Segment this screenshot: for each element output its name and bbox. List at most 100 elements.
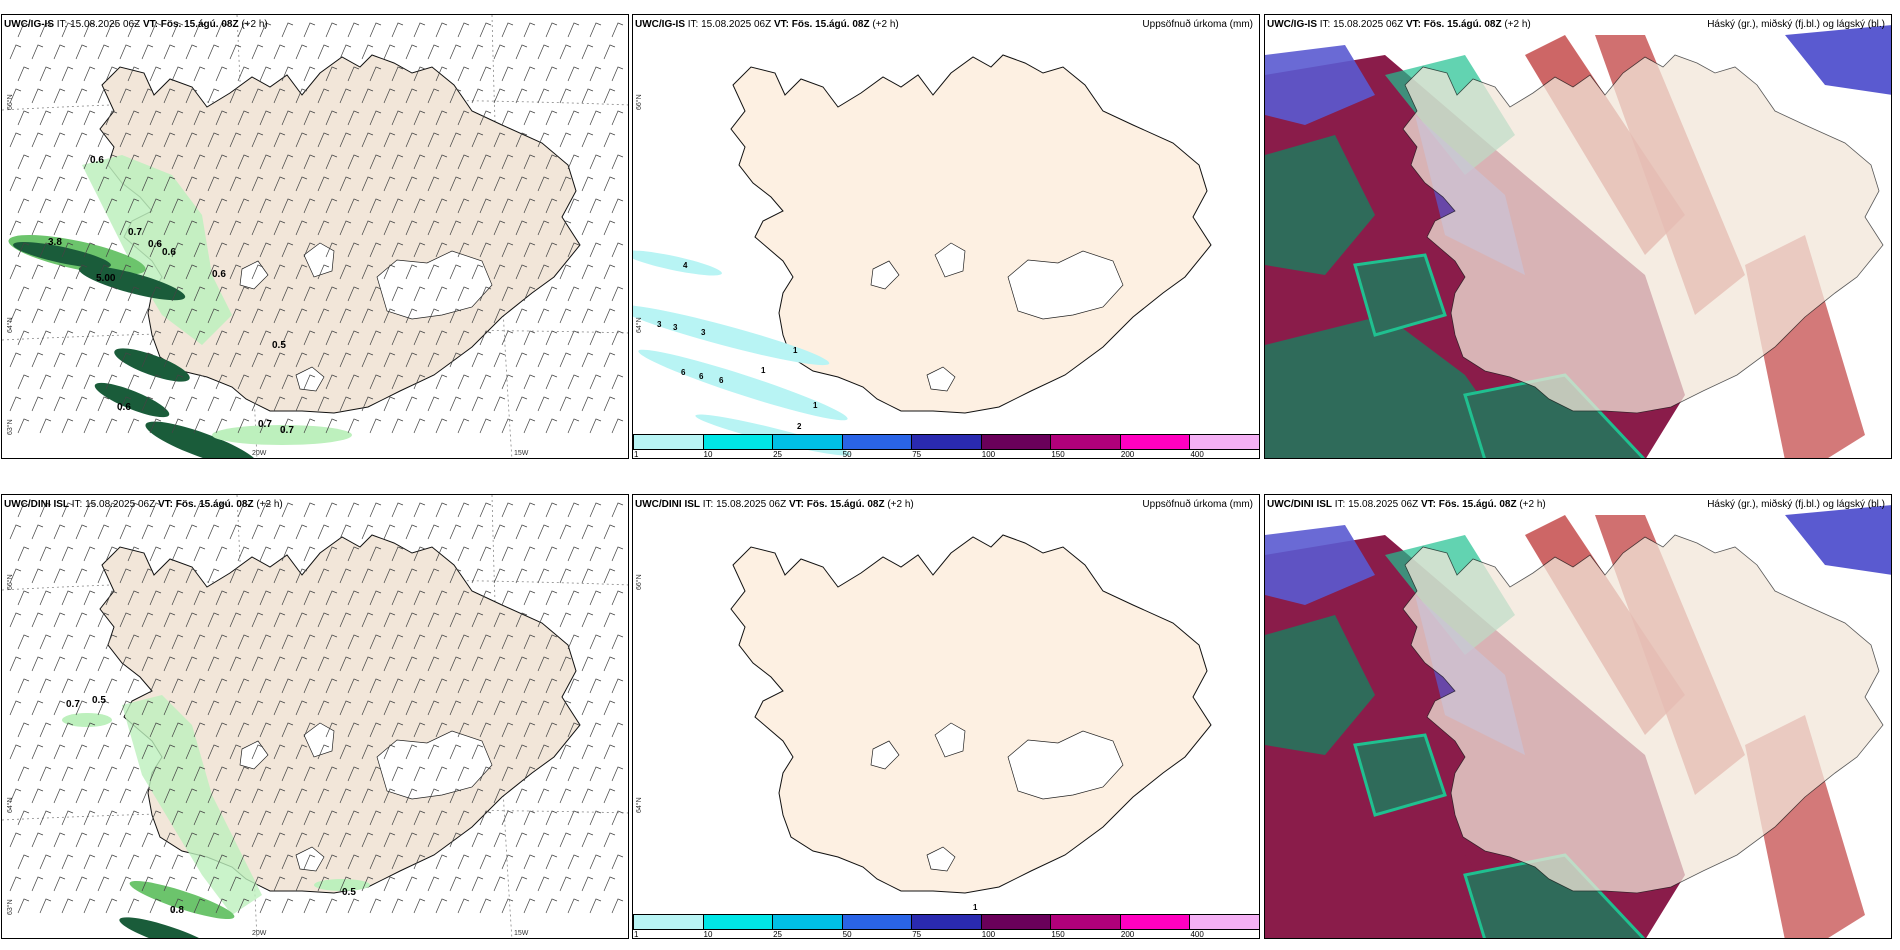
precip-value-label: 0.6 (162, 247, 176, 258)
glacier-outline (303, 722, 335, 758)
accum-precip-map-dini: 1 66°N 64°N 1 10 25 50 75 100 150 200 400 UWC/DINI I… (632, 494, 1260, 939)
precip-value-label: 0.7 (280, 425, 294, 436)
legend-color-swatch (1189, 434, 1259, 450)
glacier-outline (926, 366, 956, 392)
init-time: IT: 15.08.2025 06Z (1319, 19, 1404, 30)
lead-time: (+2 h) (872, 19, 899, 30)
valid-time-label: VT: (142, 19, 158, 30)
latitude-label: 66°N (6, 94, 14, 110)
latitude-label: 66°N (635, 94, 643, 110)
glacier-outline (1007, 250, 1124, 320)
panel-header: UWC/IG-IS IT: 15.08.2025 06Z VT: Fös. 15… (635, 19, 899, 30)
panel-field-title: Háský (gr.), miðský (fj.bl.) og lágský (… (1707, 499, 1885, 510)
valid-time: Fös. 15.ágú. 08Z (160, 19, 239, 30)
legend-color-swatch (911, 434, 982, 450)
legend-color-swatch (772, 914, 843, 930)
legend-tick-label: 75 (912, 930, 922, 939)
legend-color-swatch (633, 914, 704, 930)
panel-header: UWC/DINI ISL IT: 15.08.2025 06Z VT: Fös.… (4, 499, 283, 510)
legend-tick-label: 25 (773, 930, 783, 939)
valid-time: Fös. 15.ágú. 08Z (175, 499, 254, 510)
legend-color-swatch (1119, 914, 1191, 930)
valid-time-label: VT: (773, 19, 789, 30)
longitude-label: 15W (514, 930, 529, 937)
init-time: IT: 15.08.2025 06Z (687, 19, 772, 30)
panel-field-title: Uppsöfnuð úrkoma (mm) (1142, 499, 1253, 510)
iceland-coastline (1402, 54, 1884, 414)
model-name: UWC/IG-IS (635, 19, 685, 30)
valid-time-label: VT: (157, 499, 173, 510)
legend-tick-label: 1 (634, 930, 639, 939)
init-time: IT: 15.08.2025 06Z (71, 499, 156, 510)
glacier-outline (303, 242, 335, 278)
legend-tick-label: 50 (842, 450, 852, 459)
precip-value-label: 0.7 (128, 227, 142, 238)
valid-time: Fös. 15.ágú. 08Z (791, 19, 870, 30)
precip-value-label: 0.6 (117, 402, 131, 413)
wind-barbs (9, 502, 624, 914)
latitude-label: 66°N (6, 574, 14, 590)
precip-contour-label: 1 (813, 401, 818, 410)
legend-color-swatch (911, 914, 982, 930)
legend-tick-label: 100 (981, 450, 996, 459)
longitude-label: 15W (514, 450, 529, 457)
precip-color-legend: 1 10 25 50 75 100 150 200 400 (633, 914, 1259, 938)
cloud-cover-map-igis: UWC/IG-IS IT: 15.08.2025 06Z VT: Fös. 15… (1264, 14, 1892, 459)
legend-tick-label: 400 (1190, 930, 1204, 939)
valid-time-label: VT: (788, 499, 804, 510)
legend-color-swatch (1119, 434, 1191, 450)
model-name: UWC/DINI ISL (4, 499, 69, 510)
glacier-outline (376, 250, 493, 320)
glacier-outline (934, 242, 966, 278)
panel-header: UWC/DINI ISL IT: 15.08.2025 06Z VT: Fös.… (1267, 499, 1546, 510)
precip-contour-label: 6 (681, 368, 686, 377)
legend-color-swatch (841, 914, 913, 930)
panel-field-title: Uppsöfnuð úrkoma (mm) (1142, 19, 1253, 30)
precip-value-label: 0.6 (148, 239, 162, 250)
legend-tick-label: 150 (1051, 450, 1065, 459)
glacier-outline (376, 730, 493, 800)
legend-tick-label: 75 (912, 450, 922, 459)
valid-time-label: VT: (1405, 19, 1421, 30)
latitude-label: 64°N (6, 317, 14, 333)
wind-precip-map-dini: 0.7 0.5 0.5 0.8 66°N 64°N 63°N 20W 15W UWC/DINI I… (1, 494, 629, 939)
glacier-outline (934, 722, 966, 758)
legend-tick-label: 50 (842, 930, 852, 939)
precip-value-label: 0.7 (258, 419, 272, 430)
precip-value-label: 0.6 (212, 269, 226, 280)
legend-tick-label: 150 (1051, 930, 1065, 939)
valid-time-label: VT: (1420, 499, 1436, 510)
precip-value-label: 0.5 (272, 340, 286, 351)
precip-contour-label: 3 (701, 328, 706, 337)
legend-tick-label: 1 (634, 450, 639, 459)
init-time: IT: 15.08.2025 06Z (1334, 499, 1419, 510)
legend-color-swatch (1050, 914, 1121, 930)
precip-contour-label: 3 (673, 323, 678, 332)
legend-tick-label: 400 (1190, 450, 1204, 459)
legend-tick-label: 10 (703, 930, 713, 939)
latitude-label: 66°N (635, 574, 643, 590)
legend-tick-label: 200 (1120, 930, 1135, 939)
init-time: IT: 15.08.2025 06Z (56, 19, 141, 30)
legend-color-swatch (702, 434, 774, 450)
glacier-outline (295, 366, 325, 392)
precip-contour-label: 2 (797, 422, 802, 431)
latitude-label: 63°N (6, 899, 14, 915)
iceland-coastline (730, 534, 1212, 894)
precip-value-label: 0.5 (92, 695, 106, 706)
model-name: UWC/DINI ISL (635, 499, 700, 510)
precip-color-legend: 1 10 25 50 75 100 150 200 400 (633, 434, 1259, 458)
precip-value-label: 0.7 (66, 699, 80, 710)
panel-header: UWC/IG-IS IT: 15.08.2025 06Z VT: Fös. 15… (4, 19, 268, 30)
legend-tick-label: 200 (1120, 450, 1135, 459)
precip-contour-label: 6 (699, 372, 704, 381)
legend-color-swatch (841, 434, 913, 450)
iceland-coastline (1402, 534, 1884, 894)
lead-time: (+2 h) (1519, 499, 1546, 510)
wind-precip-map-igis: 0.6 0.7 0.6 0.6 0.6 5.00 0.5 0.6 0.7 0.7 3.8 66°N 64… (1, 14, 629, 459)
wind-barbs (9, 22, 624, 434)
precip-value-label: 3.8 (48, 237, 62, 248)
precip-value-label: 5.00 (96, 273, 116, 284)
precip-value-label: 0.5 (342, 887, 356, 898)
legend-tick-label: 10 (703, 450, 713, 459)
